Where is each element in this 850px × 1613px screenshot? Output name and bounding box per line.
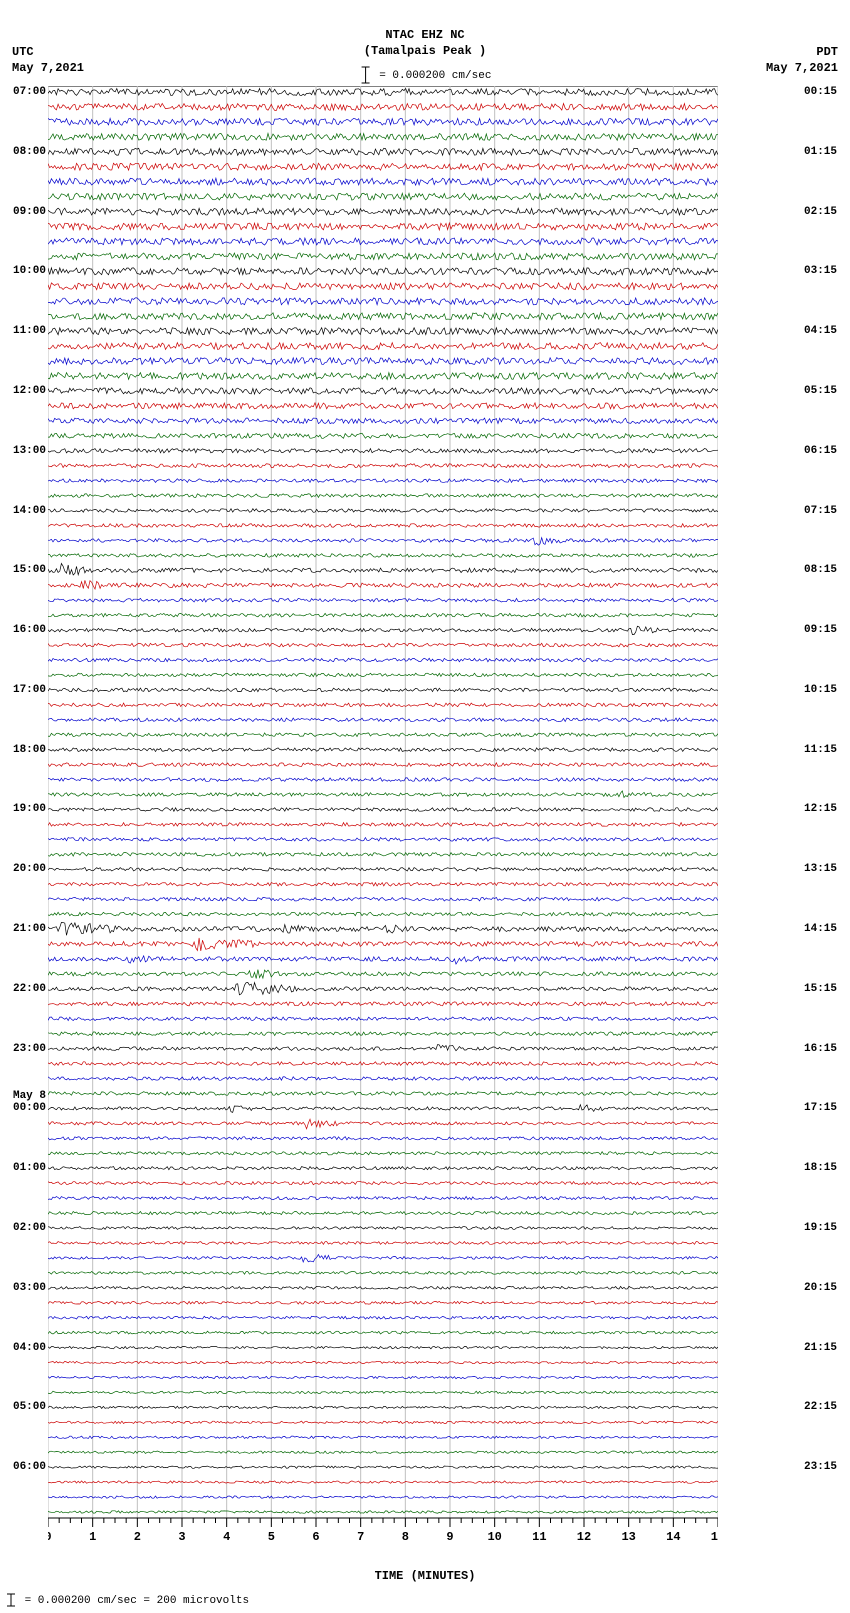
svg-text:13: 13: [621, 1530, 635, 1544]
left-hour-22: 05:00: [13, 1401, 46, 1413]
tz-right-code: PDT: [766, 45, 838, 61]
right-hour-18: 18:15: [804, 1162, 837, 1174]
right-hour-2: 02:15: [804, 206, 837, 218]
svg-text:8: 8: [402, 1530, 409, 1544]
left-hour-5: 12:00: [13, 385, 46, 397]
left-hour-15: 22:00: [13, 983, 46, 995]
left-hour-16: 23:00: [13, 1043, 46, 1055]
left-hour-17: May 800:00: [13, 1090, 46, 1114]
scale-bar-text: = 0.000200 cm/sec: [379, 70, 491, 82]
left-hour-12: 19:00: [13, 803, 46, 815]
svg-text:3: 3: [178, 1530, 185, 1544]
left-hour-3: 10:00: [13, 265, 46, 277]
svg-text:1: 1: [89, 1530, 96, 1544]
left-time-labels: 07:00 08:00 09:00 10:00 11:00 12:00 13:00 14:00…: [8, 86, 46, 1556]
right-hour-14: 14:15: [804, 923, 837, 935]
seismogram-page: NTAC EHZ NC (Tamalpais Peak ) UTC May 7,…: [0, 0, 850, 1613]
left-hour-1: 08:00: [13, 146, 46, 158]
left-hour-4: 11:00: [13, 325, 46, 337]
right-hour-15: 15:15: [804, 983, 837, 995]
left-hour-19: 02:00: [13, 1222, 46, 1234]
right-hour-23: 23:15: [804, 1461, 837, 1473]
left-hour-0: 07:00: [13, 86, 46, 98]
right-hour-4: 04:15: [804, 325, 837, 337]
svg-text:9: 9: [446, 1530, 453, 1544]
timezone-right: PDT May 7,2021: [766, 45, 838, 76]
scale-bar-icon: [359, 66, 373, 84]
left-hour-2: 09:00: [13, 206, 46, 218]
svg-text:7: 7: [357, 1530, 364, 1544]
left-hour-20: 03:00: [13, 1282, 46, 1294]
right-hour-9: 09:15: [804, 624, 837, 636]
svg-text:14: 14: [666, 1530, 680, 1544]
right-hour-6: 06:15: [804, 445, 837, 457]
left-hour-23: 06:00: [13, 1461, 46, 1473]
svg-text:2: 2: [134, 1530, 141, 1544]
right-hour-3: 03:15: [804, 265, 837, 277]
left-hour-9: 16:00: [13, 624, 46, 636]
svg-text:15: 15: [711, 1530, 718, 1544]
svg-text:10: 10: [487, 1530, 501, 1544]
svg-text:12: 12: [577, 1530, 591, 1544]
right-hour-5: 05:15: [804, 385, 837, 397]
right-hour-8: 08:15: [804, 564, 837, 576]
right-hour-19: 19:15: [804, 1222, 837, 1234]
svg-text:5: 5: [268, 1530, 275, 1544]
timezone-left: UTC May 7,2021: [12, 45, 84, 76]
right-hour-13: 13:15: [804, 863, 837, 875]
station-code: NTAC EHZ NC: [0, 28, 850, 44]
left-hour-14: 21:00: [13, 923, 46, 935]
right-hour-20: 20:15: [804, 1282, 837, 1294]
tz-right-date: May 7,2021: [766, 61, 838, 77]
left-hour-10: 17:00: [13, 684, 46, 696]
right-hour-7: 07:15: [804, 505, 837, 517]
right-hour-11: 11:15: [804, 744, 837, 756]
svg-text:4: 4: [223, 1530, 230, 1544]
footer-scale-icon: [4, 1593, 18, 1607]
svg-text:6: 6: [312, 1530, 319, 1544]
left-hour-21: 04:00: [13, 1342, 46, 1354]
station-location: (Tamalpais Peak ): [0, 44, 850, 60]
xaxis-title: TIME (MINUTES): [0, 1569, 850, 1583]
right-hour-0: 00:15: [804, 86, 837, 98]
helicorder-svg: 0123456789101112131415: [48, 86, 718, 1556]
svg-text:0: 0: [48, 1530, 52, 1544]
header-block: NTAC EHZ NC (Tamalpais Peak ): [0, 28, 850, 59]
svg-text:11: 11: [532, 1530, 546, 1544]
helicorder-plot: 0123456789101112131415: [48, 86, 718, 1556]
left-hour-13: 20:00: [13, 863, 46, 875]
right-hour-22: 22:15: [804, 1401, 837, 1413]
tz-left-date: May 7,2021: [12, 61, 84, 77]
left-hour-8: 15:00: [13, 564, 46, 576]
footer-scale: = 0.000200 cm/sec = 200 microvolts: [4, 1593, 249, 1607]
left-hour-18: 01:00: [13, 1162, 46, 1174]
right-time-labels: 00:15 01:15 02:15 03:15 04:15 05:15 06:15 07:15…: [804, 86, 842, 1556]
tz-left-code: UTC: [12, 45, 84, 61]
left-hour-7: 14:00: [13, 505, 46, 517]
footer-scale-text: = 0.000200 cm/sec = 200 microvolts: [25, 1595, 249, 1607]
right-hour-12: 12:15: [804, 803, 837, 815]
right-hour-16: 16:15: [804, 1043, 837, 1055]
left-hour-6: 13:00: [13, 445, 46, 457]
right-hour-17: 17:15: [804, 1102, 837, 1114]
right-hour-21: 21:15: [804, 1342, 837, 1354]
scale-bar: = 0.000200 cm/sec: [359, 66, 492, 84]
left-hour-11: 18:00: [13, 744, 46, 756]
right-hour-10: 10:15: [804, 684, 837, 696]
right-hour-1: 01:15: [804, 146, 837, 158]
